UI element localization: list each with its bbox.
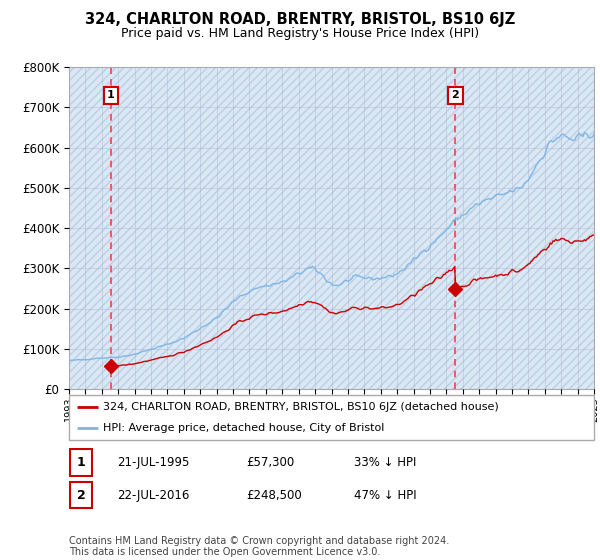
Text: 33% ↓ HPI: 33% ↓ HPI [354,456,416,469]
Text: 2: 2 [77,488,85,502]
FancyBboxPatch shape [70,450,92,475]
Text: £248,500: £248,500 [246,488,302,502]
Text: 1: 1 [107,90,115,100]
Text: 1: 1 [77,456,85,469]
FancyBboxPatch shape [70,482,92,508]
FancyBboxPatch shape [69,395,594,440]
Text: 2: 2 [451,90,459,100]
Text: 324, CHARLTON ROAD, BRENTRY, BRISTOL, BS10 6JZ (detached house): 324, CHARLTON ROAD, BRENTRY, BRISTOL, BS… [103,402,499,412]
Text: HPI: Average price, detached house, City of Bristol: HPI: Average price, detached house, City… [103,423,385,433]
Text: 324, CHARLTON ROAD, BRENTRY, BRISTOL, BS10 6JZ: 324, CHARLTON ROAD, BRENTRY, BRISTOL, BS… [85,12,515,27]
Text: 22-JUL-2016: 22-JUL-2016 [117,488,190,502]
Text: 21-JUL-1995: 21-JUL-1995 [117,456,190,469]
Text: £57,300: £57,300 [246,456,294,469]
Text: Contains HM Land Registry data © Crown copyright and database right 2024.
This d: Contains HM Land Registry data © Crown c… [69,535,449,557]
Text: 47% ↓ HPI: 47% ↓ HPI [354,488,416,502]
Text: Price paid vs. HM Land Registry's House Price Index (HPI): Price paid vs. HM Land Registry's House … [121,27,479,40]
